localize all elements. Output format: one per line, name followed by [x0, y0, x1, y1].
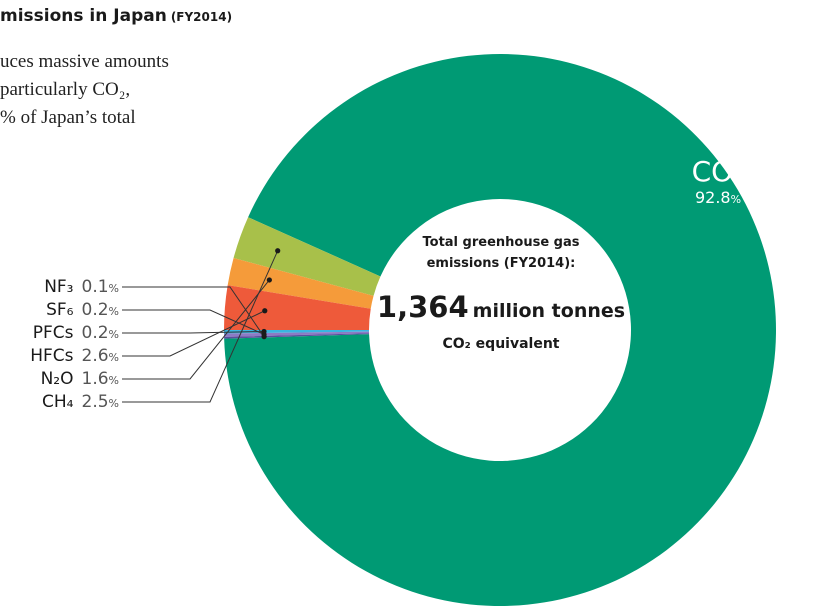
co2-percent-unit: % [730, 193, 742, 206]
legend-value: 0.2 [81, 323, 109, 343]
intro-line-2: particularly CO₂, [0, 79, 131, 100]
slice-no [227, 258, 374, 309]
legend-unit: % [108, 397, 119, 410]
intro-text: uces massive amounts particularly CO₂, %… [0, 48, 240, 132]
legend-item-n2o: N₂O 1.6% [41, 368, 119, 390]
total-emissions-value: 1,364 million tonnes [370, 290, 632, 324]
leader-line-nf [122, 286, 265, 337]
legend-unit: % [108, 328, 119, 341]
leader-dot-ch [275, 248, 281, 254]
intro-line-3: % of Japan’s total [0, 107, 136, 128]
legend-item-hfcs: HFCs 2.6% [30, 345, 119, 367]
legend-item-pfcs: PFCs 0.2% [33, 322, 119, 344]
legend-gas-label: NF₃ [44, 277, 74, 297]
chart-title: missions in Japan (FY2014) [0, 6, 232, 26]
legend-unit: % [108, 282, 119, 295]
total-emissions-number: 1,364 [376, 290, 469, 324]
slice-nf [224, 333, 370, 339]
slice-sf [224, 331, 370, 337]
legend-gas-label: N₂O [40, 369, 74, 389]
leader-dot-no [266, 277, 272, 283]
leader-line-ch [122, 250, 279, 403]
legend-value: 0.1 [81, 277, 109, 297]
leader-line-no [122, 279, 270, 380]
legend-unit: % [108, 374, 119, 387]
title-fiscal-year: (FY2014) [170, 10, 233, 24]
legend-gas-label: SF₆ [46, 300, 74, 320]
co2-percent: 92.8% [668, 188, 768, 210]
co2-slice-label: CO₂ 92.8% [668, 156, 768, 210]
leader-dot-pfcs [261, 328, 267, 335]
intro-line-1: uces massive amounts [0, 51, 169, 72]
legend-value: 1.6 [81, 369, 109, 389]
title-main: missions in Japan [0, 6, 167, 26]
center-label-line-2: emissions (FY2014): [426, 256, 576, 271]
leader-line-sf [122, 309, 265, 335]
co2-name: CO₂ [691, 155, 745, 188]
legend-value: 2.6 [81, 346, 109, 366]
slice-hfcs [224, 285, 371, 330]
legend-value: 0.2 [81, 300, 109, 320]
total-emissions-unit: million tonnes [472, 300, 626, 322]
slice-co [224, 54, 777, 607]
slice-ch [233, 217, 381, 296]
leader-dot-hfcs [262, 308, 268, 314]
center-label-line-1: Total greenhouse gas [422, 235, 580, 250]
legend-gas-label: PFCs [32, 323, 74, 343]
center-summary: Total greenhouse gas emissions (FY2014):… [370, 232, 632, 352]
legend-item-sf6: SF₆ 0.2% [46, 299, 119, 321]
legend-item-nf3: NF₃ 0.1% [44, 276, 119, 298]
legend-item-ch4: CH₄ 2.5% [42, 391, 119, 413]
legend-gas-label: CH₄ [42, 392, 74, 412]
leader-line-pfcs [122, 330, 265, 334]
legend-unit: % [108, 351, 119, 364]
legend-unit: % [108, 305, 119, 318]
legend-value: 2.5 [81, 392, 109, 412]
co2-percent-value: 92.8 [694, 188, 731, 207]
legend-gas-label: HFCs [30, 346, 74, 366]
center-sub-label: CO₂ equivalent [442, 336, 560, 352]
